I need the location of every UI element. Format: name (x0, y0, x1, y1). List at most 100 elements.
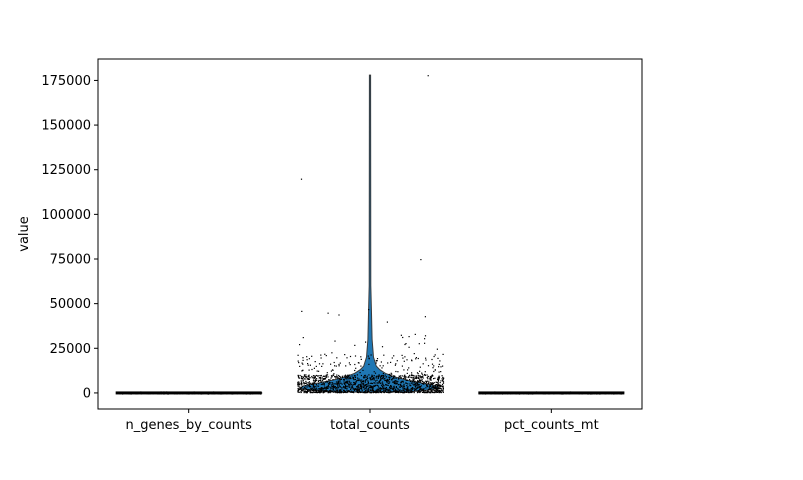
data-point (580, 392, 582, 394)
data-point (173, 393, 176, 395)
data-point (300, 375, 303, 377)
data-point (352, 390, 354, 393)
data-point (305, 376, 307, 378)
data-point (351, 385, 353, 387)
data-point (380, 391, 382, 393)
data-points (115, 75, 625, 395)
data-point (408, 392, 410, 394)
data-point (350, 387, 352, 389)
data-point (391, 388, 393, 390)
data-point (336, 378, 339, 380)
data-point (298, 391, 300, 393)
data-point (303, 378, 305, 380)
data-point (232, 393, 235, 395)
data-point (335, 389, 337, 391)
data-point (169, 392, 171, 394)
data-point (385, 391, 387, 393)
data-point (163, 391, 165, 393)
data-point (144, 392, 146, 394)
data-point (322, 390, 325, 393)
data-point (322, 383, 324, 386)
data-point (324, 378, 327, 380)
data-point (430, 376, 432, 378)
data-point (437, 383, 439, 385)
data-point (372, 390, 374, 392)
data-point (592, 393, 595, 395)
data-point (298, 377, 300, 379)
data-point (311, 377, 313, 379)
data-point (433, 355, 435, 358)
data-point (399, 384, 402, 386)
data-point (437, 390, 439, 392)
data-point (228, 392, 231, 394)
data-point (302, 369, 304, 371)
data-point (405, 388, 407, 390)
data-point (307, 378, 309, 380)
data-point (364, 392, 366, 394)
data-point (373, 379, 375, 381)
data-point (516, 392, 518, 395)
data-point (383, 354, 385, 356)
data-point (395, 370, 397, 373)
data-point (393, 382, 395, 385)
data-point (360, 358, 362, 360)
data-point (365, 388, 367, 390)
data-point (311, 383, 313, 385)
data-point (432, 367, 434, 369)
data-point (366, 385, 368, 387)
data-point (430, 378, 432, 380)
data-point (483, 392, 485, 394)
data-point (411, 381, 413, 383)
data-point (339, 392, 341, 394)
data-point (318, 383, 320, 385)
data-point (321, 376, 323, 378)
data-point (300, 386, 302, 388)
data-point (340, 392, 342, 394)
data-point (419, 387, 421, 389)
data-point (497, 393, 499, 395)
data-point (422, 375, 424, 377)
data-point (421, 390, 423, 392)
data-point (523, 393, 525, 395)
data-point (363, 385, 365, 387)
data-point (313, 383, 315, 386)
data-point (413, 381, 415, 383)
data-point (438, 378, 440, 380)
data-point (391, 379, 393, 381)
data-point (364, 374, 366, 376)
data-point (372, 386, 374, 389)
data-point (370, 385, 372, 387)
data-point (436, 384, 438, 386)
data-point (319, 376, 321, 378)
data-point (556, 392, 558, 394)
data-point (342, 392, 344, 394)
data-point (338, 365, 340, 367)
data-point (427, 390, 429, 392)
data-point (245, 393, 247, 395)
data-point (349, 355, 352, 358)
data-point (338, 387, 340, 389)
data-point (338, 363, 340, 366)
data-point (379, 390, 381, 392)
data-point (188, 393, 190, 395)
data-point (420, 385, 422, 387)
data-point (391, 387, 393, 389)
data-point (616, 393, 618, 395)
data-point (338, 384, 340, 386)
data-point (412, 387, 414, 389)
data-point (431, 374, 433, 376)
data-point (400, 385, 402, 387)
data-point (131, 392, 133, 394)
data-point (314, 377, 316, 379)
data-point (434, 369, 436, 371)
data-point (377, 389, 379, 392)
data-point (129, 393, 131, 395)
data-point (442, 380, 444, 382)
data-point (393, 388, 395, 390)
data-point (390, 390, 392, 392)
data-point (349, 384, 351, 386)
data-point (202, 392, 204, 394)
data-point (300, 384, 302, 386)
data-point (302, 337, 304, 339)
data-point (346, 378, 348, 380)
